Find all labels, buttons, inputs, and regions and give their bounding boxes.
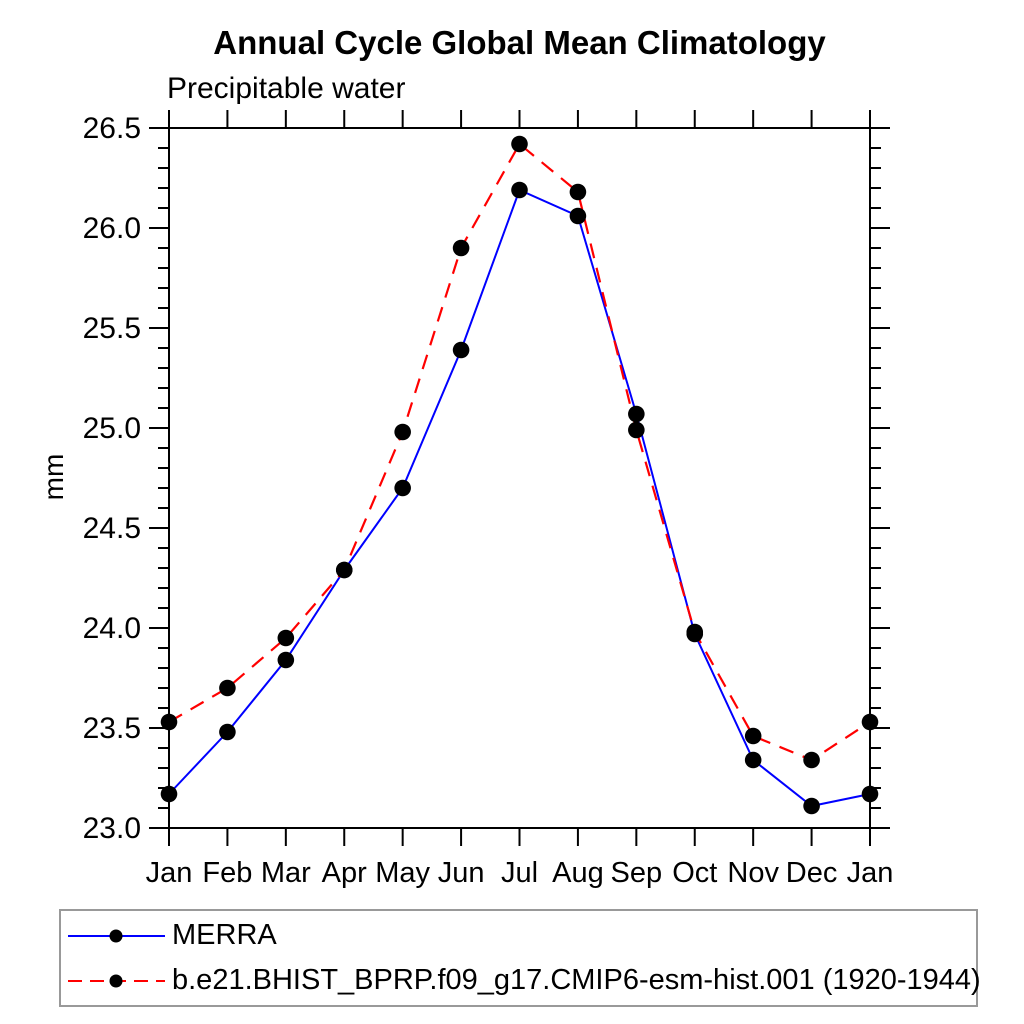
svg-text:24.0: 24.0 <box>83 612 141 645</box>
svg-text:24.5: 24.5 <box>83 512 141 545</box>
legend-label-cesm: b.e21.BHIST_BPRP.f09_g17.CMIP6-esm-hist.… <box>172 964 981 996</box>
svg-text:Feb: Feb <box>202 857 252 889</box>
cesm-legend-swatch <box>68 974 165 987</box>
y-axis-ticks <box>149 127 890 829</box>
legend-label-merra: MERRA <box>172 919 277 951</box>
data-markers <box>160 135 879 815</box>
x-tick-labels: Jan Feb Mar Apr May Jun Jul Aug Sep Oct Nov Dec Jan <box>146 857 894 889</box>
legend-item-merra: MERRA <box>61 914 976 958</box>
svg-text:Jun: Jun <box>438 857 485 889</box>
svg-text:Nov: Nov <box>727 857 779 889</box>
y-tick-labels: 23.0 23.5 24.0 24.5 25.0 25.5 26.0 26.5 <box>83 112 141 845</box>
merra-marker-dot-icon <box>109 929 123 942</box>
series-line-1 <box>168 142 871 762</box>
svg-text:Aug: Aug <box>552 857 604 889</box>
legend-box: MERRA b.e21.BHIST_BPRP.f09_g17.CMIP6-esm… <box>59 909 981 1007</box>
svg-text:25.0: 25.0 <box>83 412 141 445</box>
chart-title: Annual Cycle Global Mean Climatology <box>213 24 826 61</box>
svg-text:Oct: Oct <box>672 857 717 889</box>
legend-item-cesm: b.e21.BHIST_BPRP.f09_g17.CMIP6-esm-hist.… <box>61 959 981 1003</box>
svg-text:23.5: 23.5 <box>83 712 141 745</box>
series-line-0 <box>168 188 871 808</box>
svg-text:May: May <box>375 857 430 889</box>
svg-text:26.5: 26.5 <box>83 112 141 145</box>
svg-text:26.0: 26.0 <box>83 212 141 245</box>
chart-subtitle: Precipitable water <box>167 72 406 105</box>
x-axis-ticks <box>168 110 871 846</box>
svg-text:23.0: 23.0 <box>83 812 141 845</box>
svg-text:Jul: Jul <box>501 857 538 889</box>
svg-text:Mar: Mar <box>261 857 311 889</box>
svg-text:Jan: Jan <box>847 857 894 889</box>
svg-text:Sep: Sep <box>611 857 663 889</box>
svg-text:Dec: Dec <box>786 857 838 889</box>
merra-legend-swatch <box>68 929 165 942</box>
cesm-marker-dot-icon <box>109 974 123 987</box>
svg-text:25.5: 25.5 <box>83 312 141 345</box>
svg-text:Jan: Jan <box>146 857 193 889</box>
svg-text:Apr: Apr <box>322 857 367 889</box>
plot-frame <box>168 127 871 829</box>
